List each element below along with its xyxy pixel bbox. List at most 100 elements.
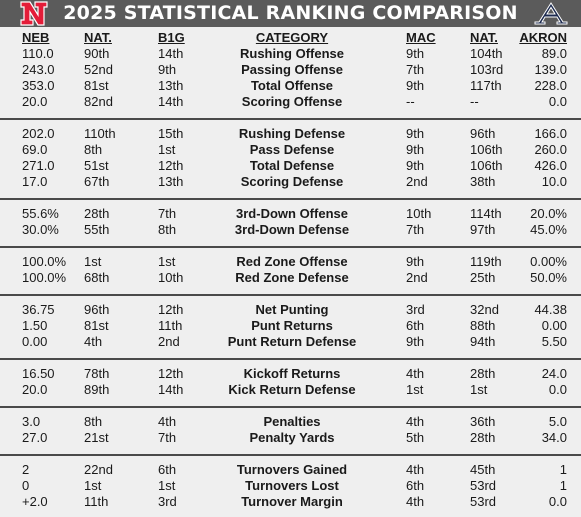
header-neb: NEB <box>22 30 50 45</box>
category-label: Pass Defense <box>249 142 335 157</box>
neb-value: 271.0 <box>22 158 55 173</box>
mac-rank: 9th <box>406 126 425 141</box>
akron-nat-rank: 103rd <box>470 62 504 77</box>
neb-nat-rank: 52nd <box>84 62 113 77</box>
category-label: Turnover Margin <box>241 494 343 509</box>
table-row: 16.50 78th 12th Kickoff Returns 4th 28th 24.0 <box>0 366 581 382</box>
table-row: 271.0 51st 12th Total Defense 9th 106th 426.0 <box>0 158 581 174</box>
table-row: 20.0 82nd 14th Scoring Offense -- -- 0.0 <box>0 94 581 110</box>
akron-value: 0.00% <box>530 254 567 269</box>
mac-rank: 7th <box>406 62 425 77</box>
akron-nat-rank: 45th <box>470 462 496 477</box>
akron-value: 5.0 <box>548 414 567 429</box>
category-label: Rushing Defense <box>238 126 346 141</box>
neb-nat-rank: 8th <box>84 142 103 157</box>
mac-rank: 9th <box>406 46 425 61</box>
neb-nat-rank: 68th <box>84 270 110 285</box>
neb-nat-rank: 8th <box>84 414 103 429</box>
mac-rank: 9th <box>406 78 425 93</box>
mac-rank: 4th <box>406 462 425 477</box>
mac-rank: 9th <box>406 334 425 349</box>
akron-value: 0.0 <box>548 382 567 397</box>
section-divider <box>0 454 581 456</box>
neb-nat-rank: 1st <box>84 478 102 493</box>
akron-nat-rank: 96th <box>470 126 496 141</box>
akron-nat-rank: 36th <box>470 414 496 429</box>
akron-value: 44.38 <box>534 302 567 317</box>
mac-rank: 5th <box>406 430 425 445</box>
b1g-rank: 3rd <box>158 494 177 509</box>
neb-value: 17.0 <box>22 174 48 189</box>
table-row: 17.0 67th 13th Scoring Defense 2nd 38th 10.0 <box>0 174 581 190</box>
section-divider <box>0 406 581 408</box>
akron-nat-rank: 94th <box>470 334 496 349</box>
neb-value: 2 <box>22 462 30 477</box>
table-row: 243.0 52nd 9th Passing Offense 7th 103rd 139.0 <box>0 62 581 78</box>
neb-value: 69.0 <box>22 142 48 157</box>
b1g-rank: 14th <box>158 46 184 61</box>
neb-nat-rank: 96th <box>84 302 110 317</box>
neb-value: 243.0 <box>22 62 55 77</box>
akron-value: 5.50 <box>541 334 567 349</box>
header-b1g: B1G <box>158 30 185 45</box>
neb-value: 3.0 <box>22 414 41 429</box>
b1g-rank: 1st <box>158 142 176 157</box>
akron-value: 24.0 <box>541 366 567 381</box>
akron-value: 166.0 <box>534 126 567 141</box>
category-label: Scoring Offense <box>241 94 343 109</box>
table-row: 0.00 4th 2nd Punt Return Defense 9th 94th 5.50 <box>0 334 581 350</box>
b1g-rank: 6th <box>158 462 177 477</box>
neb-nat-rank: 110th <box>84 126 116 141</box>
akron-value: 228.0 <box>534 78 567 93</box>
table-row: 100.0% 68th 10th Red Zone Defense 2nd 25th 50.… <box>0 270 581 286</box>
category-label: Penalties <box>263 414 321 429</box>
mac-rank: 6th <box>406 318 425 333</box>
akron-nat-rank: 1st <box>470 382 488 397</box>
akron-value: 0.00 <box>541 318 567 333</box>
table-row: 36.75 96th 12th Net Punting 3rd 32nd 44.38 <box>0 302 581 318</box>
category-label: Turnovers Lost <box>245 478 339 493</box>
akron-nat-rank: 119th <box>470 254 502 269</box>
table-row: 110.0 90th 14th Rushing Offense 9th 104th 89.0 <box>0 46 581 62</box>
akron-nat-rank: 32nd <box>470 302 499 317</box>
neb-value: 100.0% <box>22 270 67 285</box>
category-label: Turnovers Gained <box>236 462 348 477</box>
b1g-rank: 9th <box>158 62 177 77</box>
akron-value: 0.0 <box>548 494 567 509</box>
category-label: Passing Offense <box>241 62 343 77</box>
mac-rank: 1st <box>406 382 424 397</box>
b1g-rank: 12th <box>158 158 184 173</box>
neb-value: 202.0 <box>22 126 55 141</box>
neb-nat-rank: 1st <box>84 254 102 269</box>
category-label: Kick Return Defense <box>228 382 356 397</box>
section-divider <box>0 246 581 248</box>
neb-value: 353.0 <box>22 78 55 93</box>
neb-value: 0.00 <box>22 334 48 349</box>
akron-value: 45.0% <box>530 222 567 237</box>
akron-value: 20.0% <box>530 206 567 221</box>
mac-rank: 3rd <box>406 302 425 317</box>
header-category: CATEGORY <box>255 30 329 45</box>
akron-nat-rank: 38th <box>470 174 496 189</box>
header-nat2: NAT. <box>470 30 498 45</box>
neb-nat-rank: 89th <box>84 382 110 397</box>
akron-value: 260.0 <box>534 142 567 157</box>
b1g-rank: 1st <box>158 254 176 269</box>
b1g-rank: 2nd <box>158 334 180 349</box>
neb-nat-rank: 55th <box>84 222 110 237</box>
b1g-rank: 13th <box>158 174 184 189</box>
akron-value: 0.0 <box>548 94 567 109</box>
akron-nat-rank: 53rd <box>470 478 497 493</box>
neb-nat-rank: 78th <box>84 366 110 381</box>
neb-nat-rank: 67th <box>84 174 110 189</box>
neb-nat-rank: 11th <box>84 494 109 509</box>
neb-value: 30.0% <box>22 222 59 237</box>
category-label: Punt Returns <box>251 318 333 333</box>
akron-value: 139.0 <box>534 62 567 77</box>
category-label: 3rd-Down Offense <box>236 206 348 221</box>
b1g-rank: 12th <box>158 366 184 381</box>
table-row: 0 1st 1st Turnovers Lost 6th 53rd 1 <box>0 478 581 494</box>
table-row: 69.0 8th 1st Pass Defense 9th 106th 260.0 <box>0 142 581 158</box>
akron-value: 89.0 <box>541 46 567 61</box>
category-label: 3rd-Down Defense <box>234 222 350 237</box>
